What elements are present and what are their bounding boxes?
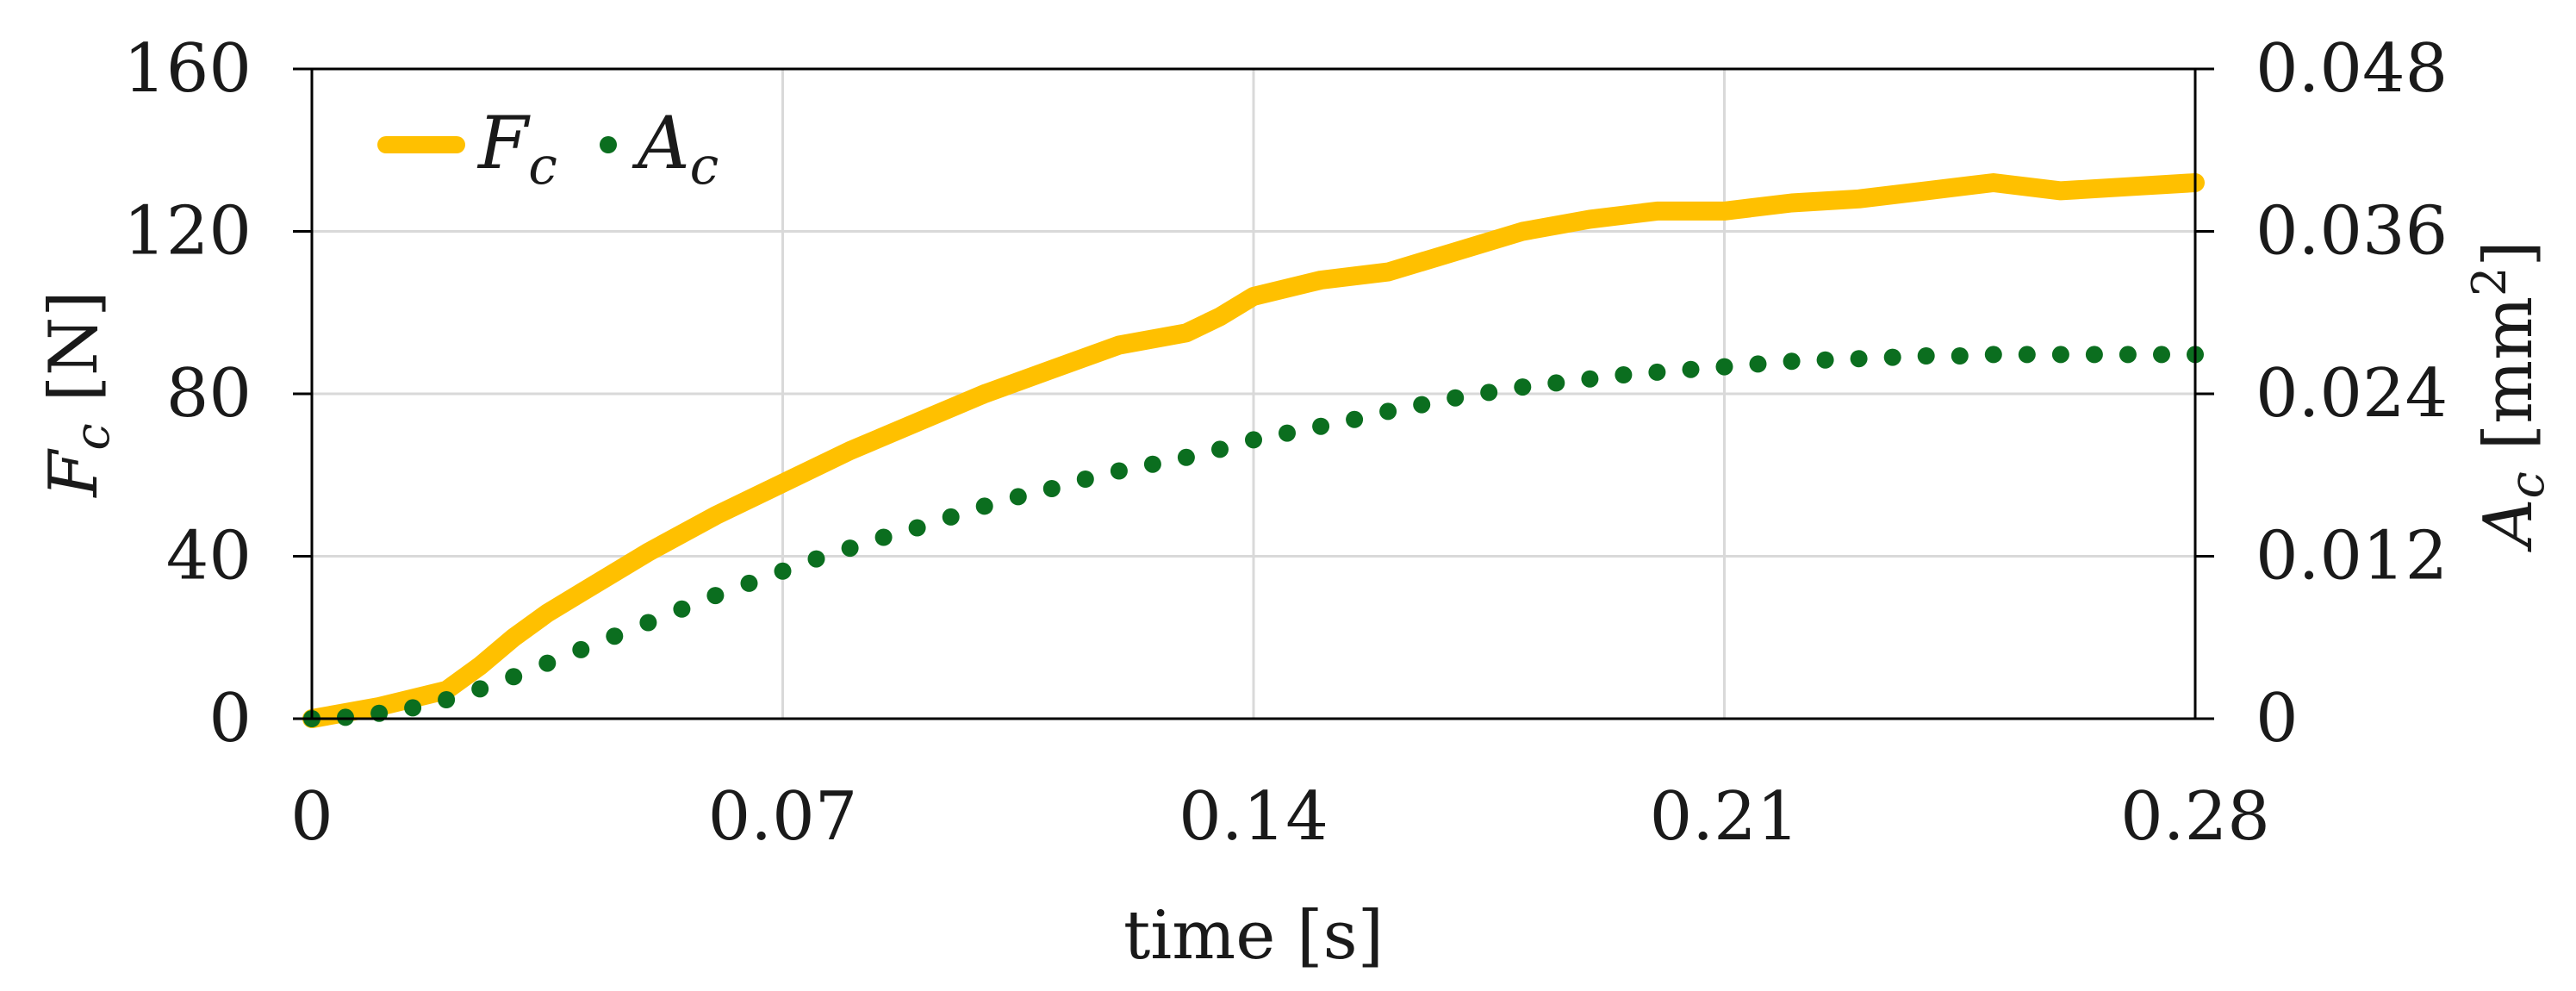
y-left-tick-label: 80 [166,355,252,433]
y-axis-left-symbol: F [35,448,113,499]
ticks: 0 40 80 120 160 0 0.012 0.024 0.036 0.048 0 0.07 0.1… [123,30,2448,856]
legend-fc-subscript: c [528,136,557,196]
series-ac-point [1177,448,1195,466]
y-axis-left-unit: [N] [35,290,113,423]
series-ac-point [606,627,624,645]
series-ac-point [1749,355,1767,373]
series-ac-point [740,574,758,592]
series-ac-point [1447,389,1465,407]
y-right-tick-label: 0.036 [2256,193,2448,271]
series-ac-point [1009,488,1027,506]
series-ac-point [706,587,725,605]
series-ac-point [639,614,657,632]
series-ac-point [1883,348,1901,366]
series-ac-point [1984,346,2002,364]
y-axis-right-unit: [mm [2470,296,2548,471]
y-left-tick-label: 40 [166,518,252,595]
series-ac-point [1245,431,1262,449]
y-axis-left-label: Fc [N] [35,290,121,498]
series-ac-point [337,708,354,726]
series-ac-point [505,668,523,686]
legend-swatch-ac [600,136,617,153]
legend-ac-symbol: A [632,101,690,185]
grid [312,69,2195,719]
series-ac-point [572,640,590,658]
y-right-tick-label: 0.024 [2256,355,2448,433]
y-axis-right-unit-sup: 2 [2462,267,2517,296]
series-ac-point [1076,471,1094,488]
x-tick-label: 0.14 [1179,778,1328,856]
y-axis-right-label: Ac [mm2] [2462,240,2555,552]
series-ac-point [1547,374,1565,392]
series-ac-point [1379,402,1397,421]
x-tick-label: 0.28 [2120,778,2270,856]
series-ac-point [1715,358,1733,376]
series-ac-point [1648,363,1666,381]
y-left-tick-label: 160 [123,30,252,108]
legend: Fc Ac [377,101,719,196]
series-ac-point [942,508,960,526]
x-tick-label: 0.07 [708,778,858,856]
series-ac-point [1514,378,1532,396]
series-ac-point [2085,346,2103,364]
y-right-tick-label: 0 [2256,680,2299,757]
series-ac-point [2018,346,2036,364]
legend-label-ac: Ac [632,101,719,196]
series-ac-point [404,699,422,717]
series-ac-point [1783,352,1801,371]
y-axis-right-unit-close: ] [2470,240,2548,266]
series-ac-point [2051,346,2069,364]
series-ac-point [1581,370,1599,388]
series-ac-point [807,550,825,568]
y-axis-right-subscript: c [2499,471,2555,498]
series-ac-point [673,600,691,618]
y-axis-left-subscript: c [65,423,121,450]
legend-ac-subscript: c [690,136,719,196]
series-ac-point [2153,346,2170,364]
series-ac-point [1110,462,1128,480]
series-ac-point [538,654,557,672]
series-ac-point [471,680,489,698]
x-tick-label: 0.21 [1650,778,1800,856]
y-left-tick-label: 0 [208,680,252,757]
x-axis-label: time [s] [1123,897,1384,975]
series-ac-point [438,691,456,708]
series-ac-point [1615,366,1633,383]
legend-label-fc: Fc [476,101,557,196]
series-ac-point [1480,383,1498,402]
series-ac-point [1850,350,1868,368]
series-ac-point [1143,455,1161,473]
series-ac-point [841,539,859,558]
series-ac-point [774,562,792,580]
series-fc-line [302,173,2205,728]
x-tick-label: 0 [290,778,333,856]
series-ac-point [1917,347,1935,365]
series-ac-point [1951,347,1969,365]
series-ac-point [1346,410,1364,428]
series-ac-point [874,528,893,546]
series-ac-point [1042,480,1061,497]
series-ac-point [1413,396,1431,414]
series-ac-point [1816,351,1834,369]
series-ac-point [1211,440,1229,458]
series-ac-point [908,519,926,537]
y-left-tick-label: 120 [123,193,252,271]
series-ac-point [2119,346,2137,364]
series-ac-point [1312,417,1330,435]
series-layer [302,173,2205,728]
series-ac-point [1682,360,1700,378]
y-right-tick-label: 0.048 [2256,30,2448,108]
series-ac-point [975,497,993,515]
y-right-tick-label: 0.012 [2256,518,2448,595]
legend-fc-symbol: F [476,101,531,185]
y-axis-right-symbol: A [2470,498,2548,552]
series-ac-point [1279,424,1296,442]
